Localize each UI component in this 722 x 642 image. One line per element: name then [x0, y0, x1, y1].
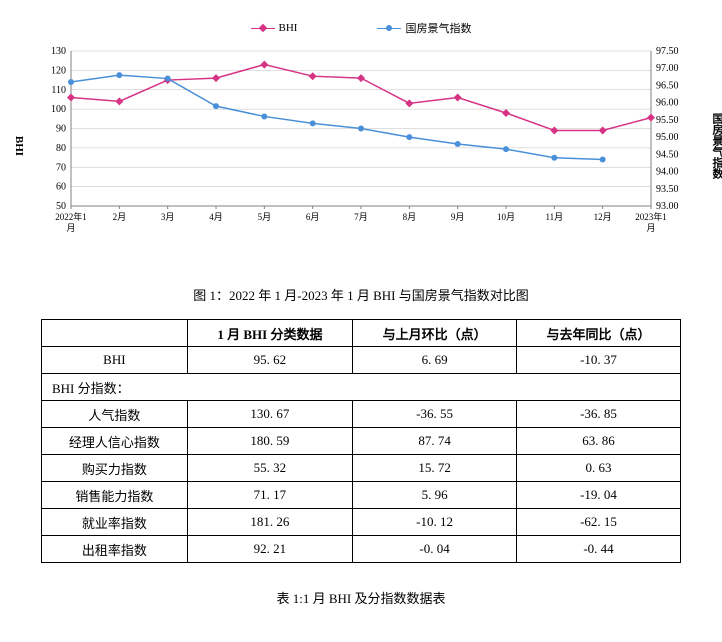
svg-text:100: 100	[51, 104, 66, 115]
table-cell: -10. 37	[517, 347, 681, 374]
legend-label-housing: 国房景气指数	[405, 20, 471, 36]
chart-svg: 50 60 70 80 90 100 110 120 130 93.00 93.50 94.00 94.…	[21, 46, 701, 246]
svg-text:93.00: 93.00	[656, 201, 679, 212]
table-body: BHI95. 626. 69-10. 37BHI 分指数：人气指数130. 67…	[42, 347, 681, 563]
table-cell: -62. 15	[517, 509, 681, 536]
table-caption: 表 1:1 月 BHI 及分指数数据表	[20, 588, 702, 607]
svg-text:5月: 5月	[258, 212, 272, 222]
chart-legend: BHI 国房景气指数	[21, 20, 701, 36]
table-cell: 购买力指数	[42, 455, 188, 482]
table-cell: 0. 63	[517, 455, 681, 482]
table-cell: 就业率指数	[42, 509, 188, 536]
table-row: 购买力指数55. 3215. 720. 63	[42, 455, 681, 482]
svg-text:4月: 4月	[209, 212, 223, 222]
table-row: 经理人信心指数180. 5987. 7463. 86	[42, 428, 681, 455]
table-cell: BHI	[42, 347, 188, 374]
svg-text:9月: 9月	[451, 212, 465, 222]
svg-text:80: 80	[56, 143, 66, 154]
svg-text:110: 110	[51, 85, 66, 96]
legend-item-bhi: BHI	[251, 20, 298, 36]
svg-text:11月: 11月	[545, 212, 563, 222]
table-cell: -36. 85	[517, 401, 681, 428]
table-cell: 6. 69	[353, 347, 517, 374]
table-cell: -36. 55	[353, 401, 517, 428]
table-header: 1 月 BHI 分类数据 与上月环比（点） 与去年同比（点）	[42, 320, 681, 347]
table-row: BHI 分指数：	[42, 374, 681, 401]
table-cell: 人气指数	[42, 401, 188, 428]
table-cell: -0. 04	[353, 536, 517, 563]
table-cell: 55. 32	[187, 455, 352, 482]
table-cell: 95. 62	[187, 347, 352, 374]
svg-text:130: 130	[51, 46, 66, 57]
table-row: 就业率指数181. 26-10. 12-62. 15	[42, 509, 681, 536]
table-subheader-cell: BHI 分指数：	[42, 374, 681, 401]
svg-text:97.00: 97.00	[656, 63, 679, 74]
table-cell: 出租率指数	[42, 536, 188, 563]
table-header-cell: 与去年同比（点）	[517, 320, 681, 347]
svg-text:月: 月	[646, 223, 655, 233]
svg-text:50: 50	[56, 201, 66, 212]
table-cell: 130. 67	[187, 401, 352, 428]
svg-text:60: 60	[56, 182, 66, 193]
svg-text:3月: 3月	[161, 212, 175, 222]
y-axis-right-label: 国房景气指数	[709, 113, 722, 179]
table-cell: 92. 21	[187, 536, 352, 563]
svg-text:96.50: 96.50	[656, 80, 679, 91]
svg-text:2月: 2月	[113, 212, 127, 222]
svg-text:90: 90	[56, 124, 66, 135]
table-row: BHI95. 626. 69-10. 37	[42, 347, 681, 374]
table-cell: 销售能力指数	[42, 482, 188, 509]
data-table: 1 月 BHI 分类数据 与上月环比（点） 与去年同比（点） BHI95. 62…	[41, 319, 681, 563]
legend-marker-bhi	[251, 24, 275, 32]
svg-text:93.50: 93.50	[656, 184, 679, 195]
svg-text:97.50: 97.50	[656, 46, 679, 57]
table-cell: -19. 04	[517, 482, 681, 509]
y-axis-left-label: BHI	[13, 136, 25, 156]
table-cell: 15. 72	[353, 455, 517, 482]
svg-text:94.00: 94.00	[656, 167, 679, 178]
table-row: 销售能力指数71. 175. 96-19. 04	[42, 482, 681, 509]
table-cell: 180. 59	[187, 428, 352, 455]
svg-text:6月: 6月	[306, 212, 320, 222]
table-header-cell: 1 月 BHI 分类数据	[187, 320, 352, 347]
svg-text:96.00: 96.00	[656, 98, 679, 109]
figure-caption: 图 1：2022 年 1 月-2023 年 1 月 BHI 与国房景气指数对比图	[20, 285, 702, 304]
legend-label-bhi: BHI	[279, 22, 298, 34]
table-cell: -10. 12	[353, 509, 517, 536]
svg-text:94.50: 94.50	[656, 149, 679, 160]
svg-text:7月: 7月	[354, 212, 368, 222]
table-cell: 71. 17	[187, 482, 352, 509]
svg-text:95.00: 95.00	[656, 132, 679, 143]
table-cell: -0. 44	[517, 536, 681, 563]
svg-text:10月: 10月	[497, 212, 515, 222]
chart-plot-area: BHI 国房景气指数 506070809010011012013093.0093…	[21, 46, 701, 246]
table-row: 出租率指数92. 21-0. 04-0. 44	[42, 536, 681, 563]
table-cell: 87. 74	[353, 428, 517, 455]
table-cell: 经理人信心指数	[42, 428, 188, 455]
svg-text:2022年1: 2022年1	[55, 211, 87, 222]
svg-text:95.50: 95.50	[656, 115, 679, 126]
svg-text:2023年1: 2023年1	[635, 211, 667, 222]
table-cell: 181. 26	[187, 509, 352, 536]
svg-text:70: 70	[56, 162, 66, 173]
svg-text:12月: 12月	[594, 212, 612, 222]
table-header-cell	[42, 320, 188, 347]
table-row: 人气指数130. 67-36. 55-36. 85	[42, 401, 681, 428]
legend-item-housing: 国房景气指数	[377, 20, 471, 36]
legend-marker-housing	[377, 24, 401, 32]
table-header-cell: 与上月环比（点）	[353, 320, 517, 347]
svg-text:8月: 8月	[403, 212, 417, 222]
svg-text:月: 月	[66, 223, 75, 233]
table-cell: 5. 96	[353, 482, 517, 509]
chart-container: BHI 国房景气指数 BHI 国房景气指数 50 60 70 80 90 100 110 12…	[21, 20, 701, 260]
svg-text:120: 120	[51, 65, 66, 76]
table-cell: 63. 86	[517, 428, 681, 455]
